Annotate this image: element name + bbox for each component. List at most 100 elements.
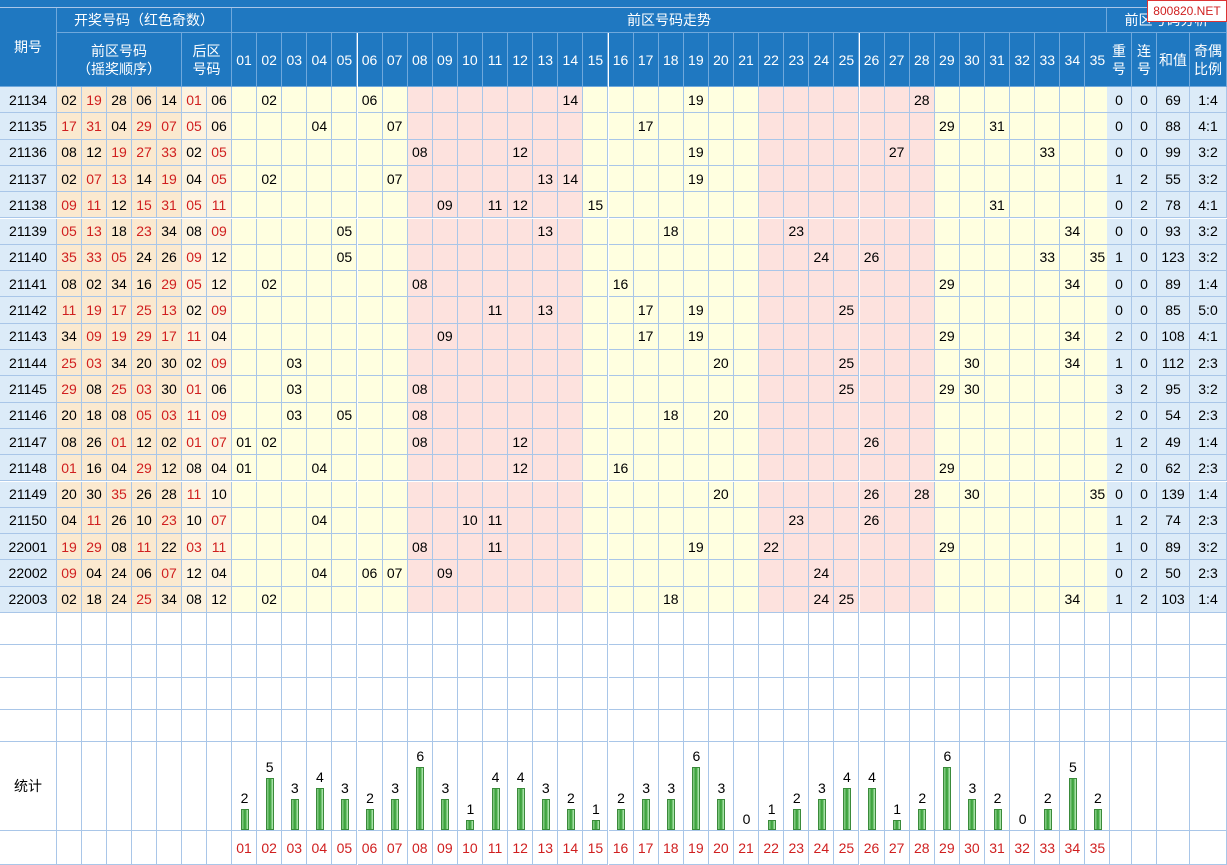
trend-cell: 30	[959, 376, 985, 403]
trend-cell	[533, 87, 559, 114]
trend-cell	[407, 113, 433, 140]
stat-bar	[893, 819, 902, 830]
analysis-cell: 62	[1157, 455, 1190, 482]
stat-count-label: 4	[868, 769, 876, 785]
trend-cell	[307, 218, 333, 245]
trend-cell	[834, 244, 860, 272]
trend-cell	[1035, 192, 1061, 219]
trend-cell	[859, 534, 885, 561]
back-ball: 05	[182, 192, 207, 219]
trend-cell	[834, 534, 860, 561]
stat-count-label: 3	[642, 779, 651, 796]
back-ball: 12	[182, 560, 207, 587]
stat-count-label: 6	[416, 748, 425, 764]
trend-cell	[407, 507, 433, 535]
trend-cell	[257, 218, 283, 245]
trend-cell	[1010, 455, 1036, 482]
trend-cell	[608, 218, 634, 245]
trend-cell	[382, 192, 408, 219]
trend-cell	[432, 87, 458, 114]
site-watermark: 800820.NET	[1147, 0, 1227, 22]
trend-cell: 13	[533, 165, 559, 193]
trend-cell	[407, 192, 433, 219]
trend-cell	[1060, 376, 1086, 403]
trend-cell	[232, 271, 258, 298]
trend-cell	[282, 192, 308, 219]
blank-cell	[82, 742, 107, 831]
issue-cell: 21145	[0, 376, 57, 403]
trend-cell	[658, 481, 684, 508]
trend-cell: 25	[834, 376, 860, 403]
header-number: 21	[734, 33, 760, 87]
blank-cell	[1107, 831, 1132, 865]
stat-bar	[617, 809, 626, 830]
trend-cell	[483, 481, 509, 508]
footer-number: 26	[859, 831, 885, 865]
trend-cell	[332, 376, 358, 403]
blank-cell	[508, 677, 534, 710]
trend-cell: 17	[633, 323, 659, 350]
blank-cell	[784, 645, 810, 678]
trend-cell	[558, 139, 584, 166]
trend-cell	[307, 271, 333, 298]
blank-cell	[608, 613, 634, 646]
trend-cell	[734, 218, 760, 245]
trend-cell	[784, 87, 810, 114]
blank-cell	[1190, 613, 1227, 646]
trend-cell	[533, 271, 559, 298]
stat-count-label: 1	[767, 800, 776, 817]
front-ball: 08	[107, 402, 132, 429]
analysis-cell: 50	[1157, 560, 1190, 587]
analysis-cell: 0	[1132, 271, 1157, 298]
trend-cell	[759, 87, 785, 114]
trend-cell	[759, 507, 785, 535]
front-ball: 11	[82, 507, 107, 535]
trend-cell	[934, 244, 960, 272]
trend-cell: 26	[859, 507, 885, 535]
stats-col	[959, 742, 985, 831]
front-ball: 30	[157, 350, 182, 377]
trend-cell	[257, 534, 283, 561]
blank-cell	[809, 613, 835, 646]
trend-cell	[232, 297, 258, 324]
stat-count-label: 2	[566, 790, 575, 806]
stat-count-label: 2	[993, 790, 1002, 806]
analysis-cell: 88	[1157, 113, 1190, 140]
analysis-cell: 95	[1157, 376, 1190, 403]
header-number: 07	[382, 33, 408, 87]
trend-cell	[859, 323, 885, 350]
trend-cell	[583, 481, 609, 508]
back-ball: 12	[207, 271, 232, 298]
footer-number: 03	[282, 831, 308, 865]
stat-bar	[441, 798, 450, 830]
front-ball: 07	[157, 560, 182, 587]
blank-cell	[483, 645, 509, 678]
trend-cell	[909, 350, 935, 377]
stats-col	[633, 742, 659, 831]
analysis-cell: 1	[1107, 165, 1132, 193]
trend-cell	[784, 455, 810, 482]
blank-cell	[633, 677, 659, 710]
trend-cell	[483, 244, 509, 272]
back-ball: 05	[182, 113, 207, 140]
back-ball: 09	[182, 244, 207, 272]
footer-number: 08	[407, 831, 433, 865]
back-ball: 02	[182, 297, 207, 324]
header-number: 04	[307, 33, 333, 87]
trend-cell: 18	[658, 402, 684, 429]
blank-cell	[809, 709, 835, 742]
blank-cell	[533, 677, 559, 710]
trend-cell	[608, 113, 634, 140]
back-ball: 04	[207, 560, 232, 587]
trend-cell	[558, 350, 584, 377]
front-ball: 03	[82, 350, 107, 377]
back-ball: 02	[182, 139, 207, 166]
trend-cell	[457, 586, 483, 613]
trend-cell	[658, 271, 684, 298]
trend-cell: 19	[683, 534, 709, 561]
blank-cell	[909, 645, 935, 678]
trend-cell: 29	[934, 271, 960, 298]
trend-cell	[633, 534, 659, 561]
blank-cell	[357, 709, 383, 742]
analysis-cell: 0	[1107, 560, 1132, 587]
